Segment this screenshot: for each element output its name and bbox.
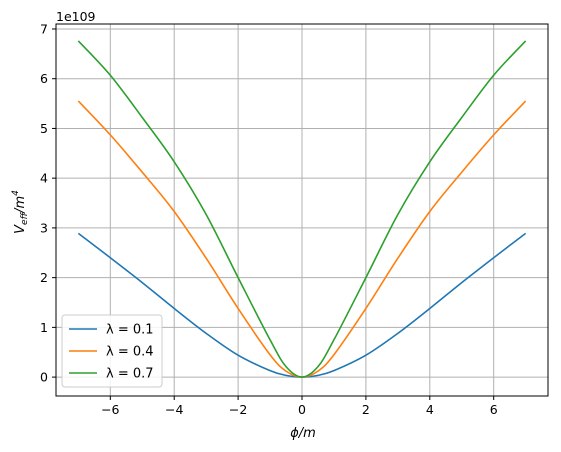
y-offset-text: 1e109: [56, 9, 96, 24]
legend: λ = 0.1 λ = 0.4 λ = 0.7: [61, 314, 163, 388]
legend-label: λ = 0.1: [106, 323, 154, 338]
y-tick-label: 1: [40, 320, 48, 335]
y-tick-label: 3: [40, 220, 48, 235]
y-tick-label: 4: [40, 171, 48, 186]
legend-box: [61, 314, 163, 388]
y-tick-label: 2: [40, 270, 48, 285]
legend-label: λ = 0.7: [106, 367, 154, 382]
y-tick-label: 7: [40, 21, 48, 36]
legend-label: λ = 0.4: [106, 345, 154, 360]
x-tick-label: 4: [426, 402, 434, 417]
x-tick-label: −6: [101, 402, 119, 417]
svg-text:Veff/m4: Veff/m4: [11, 190, 30, 234]
series-line-3: [77, 40, 527, 378]
ticks: −6 −4 −2 0 2 4 6 0 1 2 3 4 5 6 7: [40, 21, 498, 417]
y-axis-label: Veff/m4: [11, 190, 30, 234]
y-tick-label: 6: [40, 71, 48, 86]
x-axis-label: ϕ/m: [290, 426, 316, 441]
series-lines: [77, 40, 527, 378]
x-tick-label: 6: [490, 402, 498, 417]
grid: [56, 24, 548, 396]
y-tick-label: 5: [40, 121, 48, 136]
x-tick-label: 0: [298, 402, 306, 417]
x-tick-label: −4: [165, 402, 183, 417]
x-tick-label: −2: [229, 402, 247, 417]
y-tick-label: 0: [40, 370, 48, 385]
x-tick-label: 2: [362, 402, 370, 417]
